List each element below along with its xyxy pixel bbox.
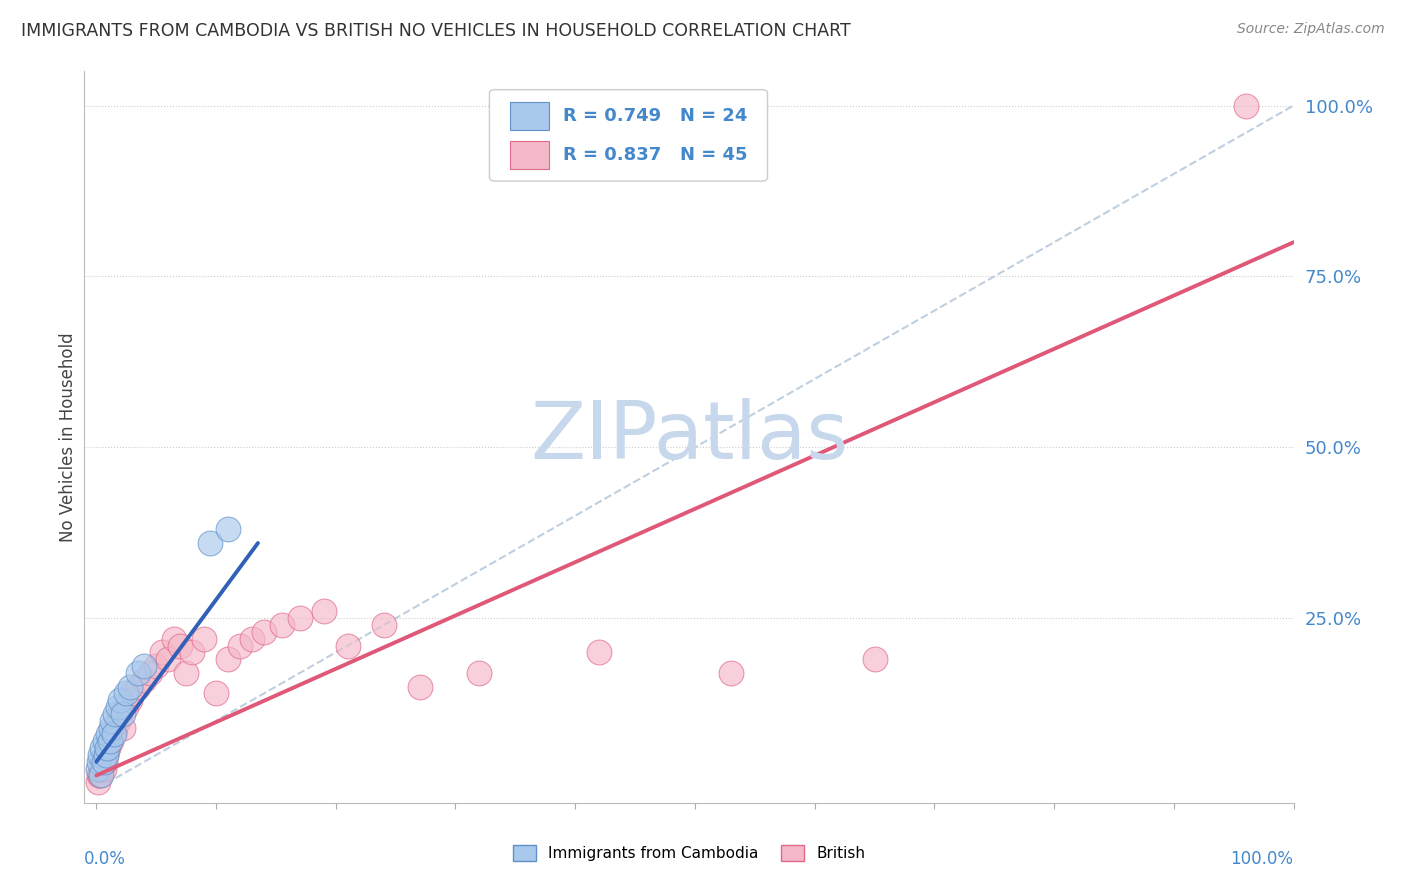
Point — [111, 706, 134, 721]
Point — [181, 645, 204, 659]
Point — [270, 618, 292, 632]
Point — [104, 721, 127, 735]
Point — [110, 706, 132, 721]
Point — [134, 673, 156, 687]
Point — [169, 639, 191, 653]
Point — [336, 639, 359, 653]
Point — [98, 734, 121, 748]
Point — [111, 721, 134, 735]
Point — [174, 665, 197, 680]
Point — [91, 755, 114, 769]
Point — [100, 734, 122, 748]
Point — [121, 686, 143, 700]
Point — [229, 639, 252, 653]
Point — [253, 624, 276, 639]
Text: Source: ZipAtlas.com: Source: ZipAtlas.com — [1237, 22, 1385, 37]
Point — [127, 665, 149, 680]
Point — [93, 755, 115, 769]
Point — [94, 747, 117, 762]
Point — [93, 762, 115, 776]
Point — [139, 665, 162, 680]
Point — [288, 611, 311, 625]
Point — [312, 604, 335, 618]
Point — [118, 693, 141, 707]
Point — [96, 741, 118, 756]
Point — [107, 714, 129, 728]
Point — [97, 727, 120, 741]
Point — [93, 755, 115, 769]
Point — [89, 747, 111, 762]
Point — [87, 768, 110, 782]
Point — [100, 721, 122, 735]
Point — [468, 665, 491, 680]
FancyBboxPatch shape — [510, 102, 548, 130]
Point — [104, 706, 127, 721]
Point — [408, 680, 430, 694]
Point — [373, 618, 395, 632]
Point — [240, 632, 263, 646]
Text: R = 0.749   N = 24: R = 0.749 N = 24 — [564, 107, 748, 125]
Point — [90, 762, 112, 776]
Point — [163, 632, 186, 646]
Point — [145, 659, 167, 673]
Text: 0.0%: 0.0% — [84, 850, 127, 868]
Point — [90, 768, 112, 782]
Point — [863, 652, 886, 666]
Point — [87, 755, 110, 769]
Y-axis label: No Vehicles in Household: No Vehicles in Household — [59, 332, 77, 542]
Point — [101, 714, 124, 728]
Point — [93, 734, 115, 748]
Point — [94, 747, 117, 762]
Point — [89, 768, 111, 782]
Point — [217, 652, 239, 666]
Point — [1234, 98, 1257, 112]
Point — [107, 700, 129, 714]
Point — [115, 686, 138, 700]
Point — [150, 645, 173, 659]
Point — [101, 727, 124, 741]
Point — [217, 522, 239, 536]
Text: R = 0.837   N = 45: R = 0.837 N = 45 — [564, 145, 748, 164]
Point — [110, 693, 132, 707]
Point — [115, 700, 138, 714]
Point — [86, 775, 108, 789]
Text: IMMIGRANTS FROM CAMBODIA VS BRITISH NO VEHICLES IN HOUSEHOLD CORRELATION CHART: IMMIGRANTS FROM CAMBODIA VS BRITISH NO V… — [21, 22, 851, 40]
FancyBboxPatch shape — [510, 141, 548, 169]
Point — [103, 727, 125, 741]
Point — [127, 680, 149, 694]
Point — [193, 632, 215, 646]
Point — [97, 741, 120, 756]
Point — [118, 680, 141, 694]
Point — [86, 762, 108, 776]
Legend: Immigrants from Cambodia, British: Immigrants from Cambodia, British — [513, 845, 865, 861]
Point — [588, 645, 610, 659]
Point — [198, 536, 221, 550]
Text: 100.0%: 100.0% — [1230, 850, 1294, 868]
Point — [720, 665, 742, 680]
Point — [91, 741, 114, 756]
Point — [205, 686, 228, 700]
Text: ZIPatlas: ZIPatlas — [530, 398, 848, 476]
Point — [157, 652, 180, 666]
Point — [134, 659, 156, 673]
FancyBboxPatch shape — [489, 90, 768, 181]
